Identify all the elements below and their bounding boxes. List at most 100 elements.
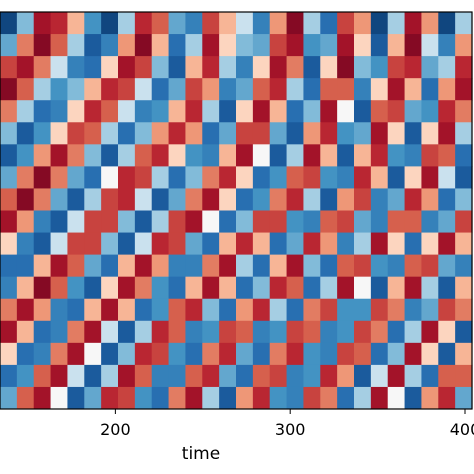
- heatmap-cell: [387, 78, 406, 101]
- heatmap-cell: [185, 342, 203, 366]
- heatmap-cell: [118, 386, 136, 409]
- heatmap-cell: [320, 276, 338, 300]
- heatmap-cell: [252, 12, 271, 35]
- heatmap-cell: [337, 386, 355, 409]
- heatmap-cell: [185, 166, 203, 190]
- heatmap-cell: [151, 254, 170, 278]
- heatmap-cell: [337, 34, 355, 57]
- heatmap-cell: [202, 276, 220, 300]
- heatmap-cell: [50, 320, 69, 344]
- heatmap-cell: [0, 210, 18, 234]
- heatmap-cell: [354, 34, 372, 57]
- heatmap-cell: [16, 144, 35, 167]
- heatmap-cell: [404, 232, 423, 256]
- heatmap-cell: [286, 100, 305, 123]
- heatmap-cell: [33, 188, 52, 212]
- heatmap-cell: [101, 34, 119, 57]
- heatmap-cell: [455, 364, 473, 388]
- heatmap-cell: [354, 188, 372, 212]
- heatmap-cell: [185, 100, 203, 123]
- heatmap-cell: [303, 166, 321, 190]
- heatmap-cell: [337, 78, 355, 101]
- heatmap-cell: [421, 298, 439, 322]
- heatmap-cell: [16, 166, 35, 190]
- heatmap-cell: [134, 298, 153, 322]
- heatmap-cell: [303, 122, 321, 145]
- heatmap-cell: [354, 364, 372, 388]
- heatmap-cell: [269, 78, 288, 101]
- heatmap-cell: [421, 364, 439, 388]
- heatmap-cell: [455, 12, 473, 35]
- heatmap-cell: [438, 298, 456, 322]
- heatmap-cell: [320, 254, 338, 278]
- heatmap-cell: [286, 210, 305, 234]
- heatmap-cell: [219, 386, 237, 409]
- heatmap-cell: [151, 232, 170, 256]
- heatmap-cell: [185, 364, 203, 388]
- heatmap-cell: [118, 232, 136, 256]
- heatmap-cell: [337, 364, 355, 388]
- heatmap-cell: [337, 56, 355, 79]
- heatmap-cell: [387, 386, 406, 409]
- heatmap-cell: [387, 276, 406, 300]
- heatmap-cell: [320, 144, 338, 167]
- heatmap-cell: [320, 12, 338, 35]
- heatmap-cell: [84, 276, 102, 300]
- heatmap-cell: [286, 34, 305, 57]
- heatmap-cell: [404, 100, 423, 123]
- heatmap-cell: [354, 78, 372, 101]
- heatmap-cell: [185, 276, 203, 300]
- heatmap-cell: [134, 122, 153, 145]
- heatmap-cell: [236, 386, 254, 409]
- heatmap-cell: [252, 386, 271, 409]
- heatmap-cell: [118, 166, 136, 190]
- heatmap-cell: [151, 122, 170, 145]
- heatmap-cell: [67, 34, 85, 57]
- heatmap-cell: [50, 210, 69, 234]
- heatmap-cell: [370, 232, 389, 256]
- heatmap-cell: [67, 144, 85, 167]
- heatmap-cell: [455, 78, 473, 101]
- heatmap-cell: [303, 342, 321, 366]
- heatmap-cell: [438, 232, 456, 256]
- heatmap-cell: [320, 100, 338, 123]
- heatmap-cell: [168, 254, 187, 278]
- heatmap-cell: [455, 232, 473, 256]
- heatmap-cell: [50, 122, 69, 145]
- heatmap-cell: [286, 166, 305, 190]
- heatmap-cell: [168, 100, 187, 123]
- heatmap-cell: [252, 342, 271, 366]
- heatmap-cell: [421, 12, 439, 35]
- x-tick-label: 300: [275, 420, 306, 439]
- heatmap-cell: [168, 210, 187, 234]
- heatmap-cell: [252, 210, 271, 234]
- heatmap-cell: [252, 364, 271, 388]
- heatmap-cell: [303, 276, 321, 300]
- heatmap-cell: [370, 12, 389, 35]
- heatmap-cell: [168, 342, 187, 366]
- heatmap-cell: [202, 364, 220, 388]
- heatmap-cell: [185, 12, 203, 35]
- heatmap-cell: [286, 78, 305, 101]
- heatmap-cell: [421, 56, 439, 79]
- heatmap-cell: [185, 254, 203, 278]
- heatmap-cell: [118, 342, 136, 366]
- heatmap-cell: [219, 144, 237, 167]
- heatmap-cell: [33, 122, 52, 145]
- heatmap-cell: [50, 386, 69, 409]
- heatmap-cell: [0, 144, 18, 167]
- heatmap-cell: [219, 100, 237, 123]
- heatmap-cell: [151, 386, 170, 409]
- heatmap-cell: [303, 56, 321, 79]
- heatmap-cell: [101, 144, 119, 167]
- heatmap-cell: [33, 100, 52, 123]
- heatmap-cell: [236, 100, 254, 123]
- heatmap-cell: [438, 56, 456, 79]
- heatmap-cell: [354, 122, 372, 145]
- heatmap-cell: [252, 166, 271, 190]
- heatmap-cell: [286, 56, 305, 79]
- heatmap-cell: [320, 320, 338, 344]
- heatmap-cell: [151, 34, 170, 57]
- heatmap-cell: [269, 56, 288, 79]
- heatmap-cell: [303, 298, 321, 322]
